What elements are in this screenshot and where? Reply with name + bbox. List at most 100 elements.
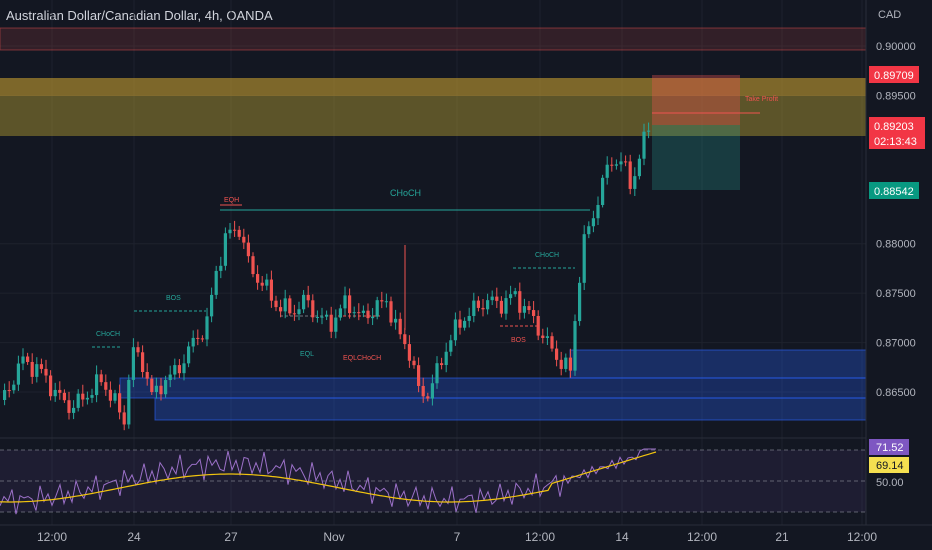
candle-body[interactable] [288,298,292,314]
candle-body[interactable] [53,389,57,397]
candle-body[interactable] [476,300,480,308]
candle-body[interactable] [35,364,39,377]
candle-body[interactable] [223,233,227,266]
candle-body[interactable] [334,317,338,332]
candle-body[interactable] [242,236,246,243]
candle-body[interactable] [150,378,154,393]
candle-body[interactable] [67,400,71,413]
candle-body[interactable] [196,337,200,339]
candle-body[interactable] [7,390,11,392]
candle-body[interactable] [260,282,264,286]
candle-body[interactable] [104,382,108,390]
candle-body[interactable] [486,300,490,310]
candle-body[interactable] [90,395,94,398]
candle-body[interactable] [541,335,545,338]
candle-body[interactable] [578,282,582,322]
candle-body[interactable] [417,365,421,386]
demand-zone-middle[interactable] [119,377,867,399]
candle-body[interactable] [21,356,25,364]
candle-body[interactable] [182,363,186,374]
candle-body[interactable] [348,295,352,314]
candle-body[interactable] [536,315,540,336]
candle-body[interactable] [394,318,398,323]
candle-body[interactable] [559,359,563,369]
candle-body[interactable] [610,164,614,166]
candle-body[interactable] [384,301,388,303]
demand-zone-lower[interactable] [154,397,867,421]
candle-body[interactable] [587,226,591,235]
candle-body[interactable] [265,279,269,286]
candle-body[interactable] [495,296,499,301]
candle-body[interactable] [633,176,637,189]
rsi-ma-line[interactable] [0,451,657,503]
candle-body[interactable] [444,351,448,366]
candle-body[interactable] [568,357,572,371]
candle-body[interactable] [628,161,632,189]
rsi-line[interactable] [0,448,656,515]
candle-body[interactable] [532,310,536,316]
candle-body[interactable] [12,384,16,391]
candle-body[interactable] [118,393,122,413]
candle-body[interactable] [458,319,462,328]
candle-body[interactable] [228,229,232,234]
candle-body[interactable] [274,300,278,308]
candle-body[interactable] [177,365,181,374]
candle-body[interactable] [320,316,324,318]
candle-body[interactable] [279,307,283,312]
candle-body[interactable] [329,314,333,332]
candle-body[interactable] [601,177,605,206]
candle-body[interactable] [398,318,402,335]
candle-body[interactable] [490,296,494,301]
candle-body[interactable] [545,336,549,338]
candle-body[interactable] [513,291,517,295]
candlestick-series[interactable] [3,122,651,431]
candle-body[interactable] [246,242,250,257]
candle-body[interactable] [504,298,508,314]
candle-body[interactable] [44,368,48,376]
candle-body[interactable] [357,312,361,314]
candle-body[interactable] [108,389,112,401]
candle-body[interactable] [127,379,131,425]
time-axis[interactable]: 12:00 24 27 Nov 7 12:00 14 12:00 21 12:00 [37,530,877,544]
candle-body[interactable] [624,161,628,163]
candle-body[interactable] [214,270,218,295]
candle-body[interactable] [499,300,503,314]
candle-body[interactable] [582,234,586,283]
candle-body[interactable] [642,131,646,159]
candle-body[interactable] [407,344,411,361]
candle-body[interactable] [81,393,85,400]
candle-body[interactable] [435,363,439,384]
candle-body[interactable] [302,294,306,310]
candle-body[interactable] [555,348,559,360]
candle-body[interactable] [472,300,476,316]
candle-body[interactable] [237,229,241,237]
candle-body[interactable] [518,291,522,313]
candle-body[interactable] [136,347,140,353]
candle-body[interactable] [550,336,554,349]
candle-body[interactable] [187,346,191,364]
candle-body[interactable] [527,306,531,311]
candle-body[interactable] [453,319,457,341]
candle-body[interactable] [591,218,595,227]
candle-body[interactable] [76,393,80,408]
candle-body[interactable] [352,312,356,314]
candle-body[interactable] [3,390,7,400]
candle-body[interactable] [168,374,172,381]
candle-body[interactable] [637,158,641,177]
supply-zone[interactable] [0,78,866,136]
candle-body[interactable] [210,294,214,317]
candle-body[interactable] [315,316,319,318]
candle-body[interactable] [343,295,347,309]
candle-body[interactable] [72,407,76,413]
candle-body[interactable] [366,310,370,319]
candle-body[interactable] [205,316,209,340]
candle-body[interactable] [426,396,430,399]
candle-body[interactable] [619,161,623,165]
candle-body[interactable] [430,383,434,399]
candle-body[interactable] [325,314,329,317]
candle-body[interactable] [371,316,375,319]
candle-body[interactable] [62,392,66,401]
candle-body[interactable] [145,371,149,379]
candle-body[interactable] [311,300,315,318]
demand-zone-upper[interactable] [569,349,867,379]
